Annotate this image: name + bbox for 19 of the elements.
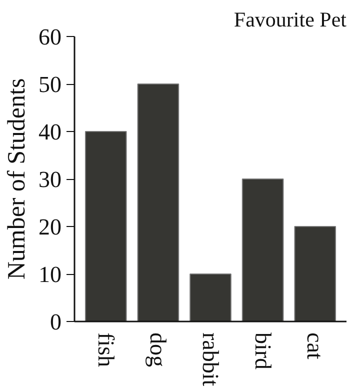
y-tick-label: 60 bbox=[38, 24, 62, 50]
x-tick-label: dog bbox=[146, 332, 171, 368]
x-tick-label: rabbit bbox=[198, 332, 223, 387]
chart-title: Favourite Pet bbox=[234, 8, 347, 32]
x-tick-label: cat bbox=[302, 332, 328, 360]
bar bbox=[84, 131, 127, 322]
y-axis-title: Number of Students bbox=[4, 78, 30, 280]
bar bbox=[137, 84, 180, 322]
bar bbox=[190, 274, 232, 322]
bar bbox=[294, 226, 336, 322]
y-tick-label: 10 bbox=[38, 262, 62, 287]
bar bbox=[242, 178, 284, 322]
y-tick-label: 20 bbox=[38, 214, 62, 240]
x-tick-label: bird bbox=[250, 332, 276, 370]
y-tick-label: 40 bbox=[38, 120, 62, 144]
y-tick-label: 30 bbox=[38, 167, 62, 192]
x-tick-label: fish bbox=[93, 332, 118, 368]
y-tick-label: 50 bbox=[38, 72, 62, 97]
y-tick-label: 0 bbox=[50, 310, 62, 334]
